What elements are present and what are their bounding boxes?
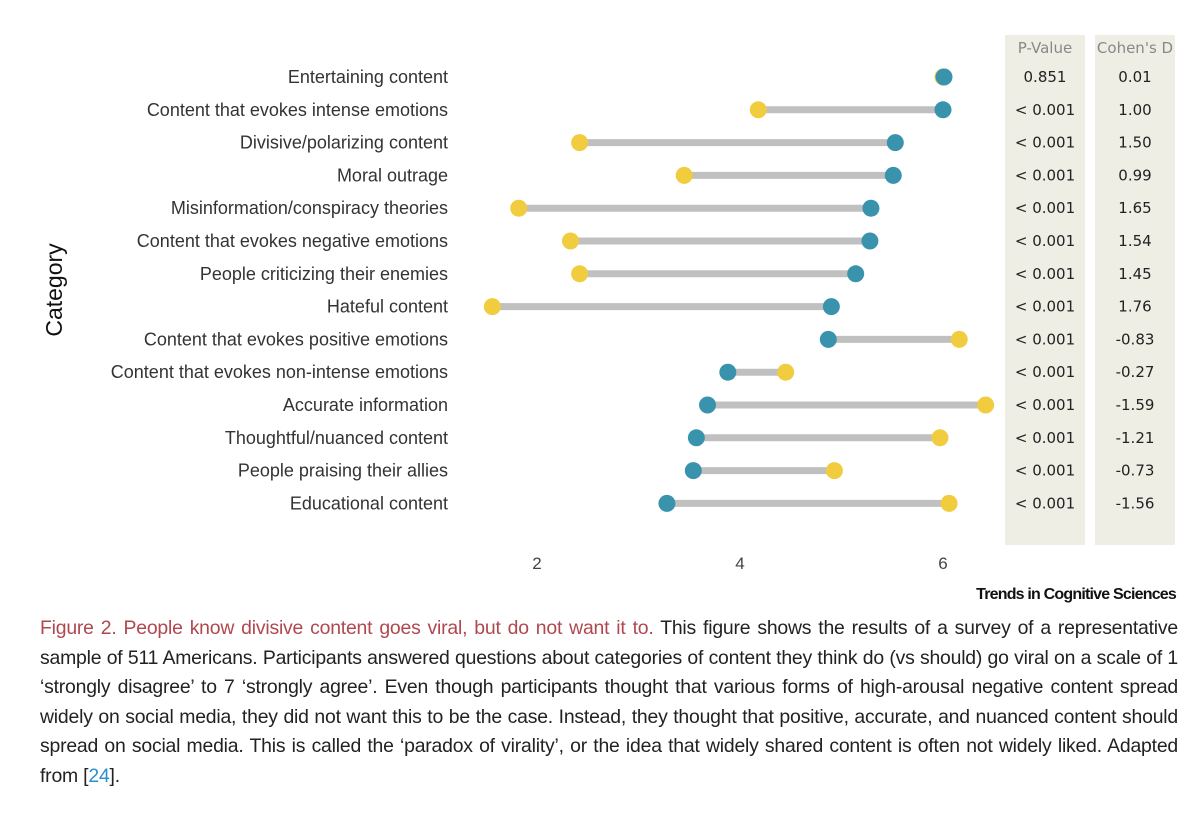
cohens-d-cell: 0.01 bbox=[1118, 68, 1151, 86]
category-label: Misinformation/conspiracy theories bbox=[171, 198, 448, 218]
category-label: Accurate information bbox=[283, 395, 448, 415]
cohens-d-cell: -1.56 bbox=[1116, 494, 1155, 512]
cohens-d-cell: 1.45 bbox=[1118, 265, 1151, 283]
pvalue-header: P-Value bbox=[1018, 39, 1072, 57]
point-do-go-viral bbox=[687, 429, 705, 447]
cohens-d-cell: -0.83 bbox=[1116, 330, 1155, 348]
point-should-go-viral bbox=[977, 396, 995, 414]
point-do-go-viral bbox=[884, 166, 902, 184]
point-do-go-viral bbox=[935, 68, 953, 86]
caption-title: Figure 2. People know divisive content g… bbox=[40, 617, 654, 639]
caption-body: This figure shows the results of a surve… bbox=[40, 617, 1178, 787]
point-do-go-viral bbox=[861, 232, 879, 250]
cohens-d-cell: -1.21 bbox=[1116, 429, 1155, 447]
category-label: Educational content bbox=[290, 493, 448, 513]
caption-end: ]. bbox=[109, 764, 121, 787]
point-do-go-viral bbox=[847, 265, 865, 283]
x-tick-label: 6 bbox=[938, 554, 947, 573]
cohens-d-cell: -0.27 bbox=[1116, 363, 1155, 381]
pvalue-cell: < 0.001 bbox=[1015, 363, 1075, 381]
pvalue-cell: < 0.001 bbox=[1015, 494, 1075, 512]
pvalue-cell: < 0.001 bbox=[1015, 429, 1075, 447]
point-should-go-viral bbox=[510, 199, 528, 217]
point-should-go-viral bbox=[931, 429, 949, 447]
cohens-d-column-bg bbox=[1095, 35, 1175, 545]
pvalue-cell: < 0.001 bbox=[1015, 265, 1075, 283]
reference-link[interactable]: 24 bbox=[88, 764, 110, 787]
cohens-d-cell: 1.00 bbox=[1118, 101, 1151, 119]
point-should-go-viral bbox=[777, 363, 795, 381]
point-do-go-viral bbox=[822, 298, 840, 316]
x-tick-label: 2 bbox=[532, 554, 541, 573]
category-label: Moral outrage bbox=[337, 165, 448, 185]
figure-caption: Figure 2. People know divisive content g… bbox=[40, 614, 1178, 791]
point-should-go-viral bbox=[561, 232, 579, 250]
point-should-go-viral bbox=[675, 166, 693, 184]
cohens-d-header: Cohen's D bbox=[1097, 39, 1173, 57]
point-should-go-viral bbox=[749, 101, 767, 119]
point-should-go-viral bbox=[825, 462, 843, 480]
point-should-go-viral bbox=[940, 494, 958, 512]
pvalue-cell: < 0.001 bbox=[1015, 199, 1075, 217]
point-do-go-viral bbox=[658, 494, 676, 512]
point-should-go-viral bbox=[950, 330, 968, 348]
point-should-go-viral bbox=[483, 298, 501, 316]
y-axis-label: Category bbox=[41, 243, 67, 337]
point-do-go-viral bbox=[699, 396, 717, 414]
pvalue-cell: < 0.001 bbox=[1015, 330, 1075, 348]
category-label: Divisive/polarizing content bbox=[240, 133, 448, 153]
cohens-d-cell: 1.54 bbox=[1118, 232, 1151, 250]
journal-brand: Trends in Cognitive Sciences bbox=[976, 586, 1177, 603]
category-label: People criticizing their enemies bbox=[200, 264, 448, 284]
point-should-go-viral bbox=[571, 265, 589, 283]
pvalue-cell: < 0.001 bbox=[1015, 166, 1075, 184]
pvalue-cell: < 0.001 bbox=[1015, 232, 1075, 250]
pvalue-cell: < 0.001 bbox=[1015, 396, 1075, 414]
pvalue-cell: < 0.001 bbox=[1015, 462, 1075, 480]
pvalue-column-bg bbox=[1005, 35, 1085, 545]
cohens-d-cell: 0.99 bbox=[1118, 166, 1151, 184]
pvalue-cell: < 0.001 bbox=[1015, 134, 1075, 152]
pvalue-cell: 0.851 bbox=[1024, 68, 1067, 86]
category-label: Content that evokes non-intense emotions bbox=[111, 362, 448, 382]
cohens-d-cell: 1.76 bbox=[1118, 298, 1151, 316]
point-do-go-viral bbox=[934, 101, 952, 119]
point-do-go-viral bbox=[862, 199, 880, 217]
category-label: Content that evokes positive emotions bbox=[144, 329, 448, 349]
cohens-d-cell: -0.73 bbox=[1116, 462, 1155, 480]
category-label: Thoughtful/nuanced content bbox=[225, 428, 448, 448]
point-do-go-viral bbox=[886, 134, 904, 152]
point-should-go-viral bbox=[571, 134, 589, 152]
point-do-go-viral bbox=[684, 462, 702, 480]
category-label: People praising their allies bbox=[238, 461, 448, 481]
dumbbell-chart: P-Value Cohen's D Category 2 4 6 Entertaining … bbox=[41, 35, 1175, 573]
category-label: Content that evokes negative emotions bbox=[137, 231, 448, 251]
x-tick-label: 4 bbox=[735, 554, 744, 573]
category-label: Hateful content bbox=[327, 297, 448, 317]
category-label: Content that evokes intense emotions bbox=[147, 100, 448, 120]
point-do-go-viral bbox=[719, 363, 737, 381]
cohens-d-cell: 1.50 bbox=[1118, 134, 1151, 152]
pvalue-cell: < 0.001 bbox=[1015, 298, 1075, 316]
pvalue-cell: < 0.001 bbox=[1015, 101, 1075, 119]
cohens-d-cell: -1.59 bbox=[1116, 396, 1155, 414]
point-do-go-viral bbox=[819, 330, 837, 348]
category-label: Entertaining content bbox=[288, 67, 448, 87]
cohens-d-cell: 1.65 bbox=[1118, 199, 1151, 217]
